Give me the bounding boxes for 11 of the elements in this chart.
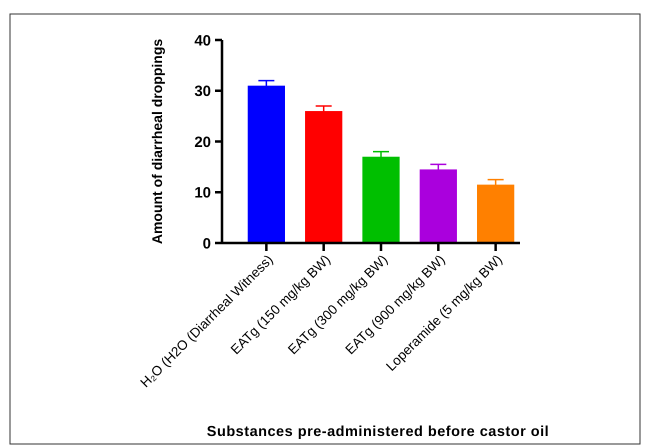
y-tick-label: 30 [194, 83, 211, 100]
y-tick-label: 20 [194, 134, 211, 151]
y-tick-label: 0 [202, 235, 211, 252]
bar [420, 169, 457, 243]
bar [477, 184, 514, 243]
y-tick-label: 10 [194, 184, 211, 202]
x-axis-title: Substances pre-administered before castor oil [206, 424, 550, 440]
bar [362, 156, 400, 243]
y-tick-label: 40 [194, 32, 211, 50]
bar [248, 86, 285, 243]
y-axis-title: Amount of diarrheal droppings [149, 38, 165, 244]
